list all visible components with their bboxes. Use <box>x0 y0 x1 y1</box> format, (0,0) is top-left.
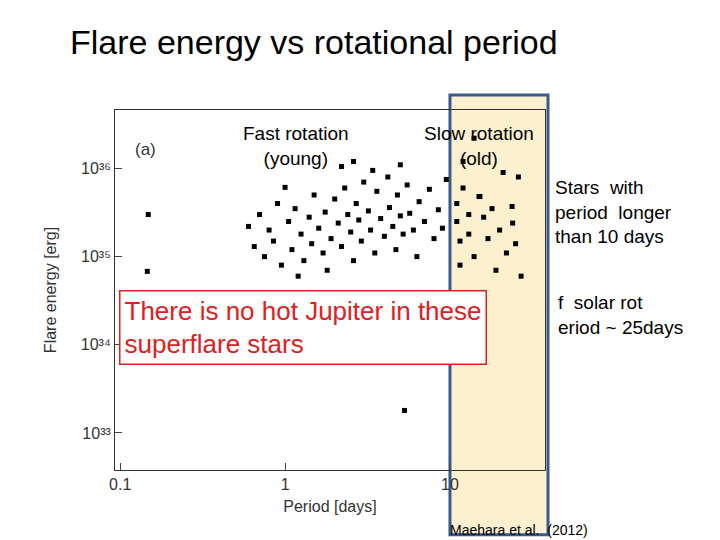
svg-text:10³³: 10³³ <box>82 425 111 442</box>
svg-text:(a): (a) <box>135 140 156 159</box>
svg-text:10³⁶: 10³⁶ <box>81 160 111 177</box>
svg-text:0.1: 0.1 <box>109 476 131 493</box>
svg-text:f solar roteriod ~ 25days: f solar roteriod ~ 25days <box>558 292 683 338</box>
svg-text:Period [days]: Period [days] <box>283 498 376 515</box>
svg-text:10: 10 <box>441 476 459 493</box>
svg-text:10³⁵: 10³⁵ <box>81 248 111 265</box>
svg-text:Flare energy vs rotational per: Flare energy vs rotational period <box>70 23 558 61</box>
svg-text:Maehara et al. (2012): Maehara et al. (2012) <box>450 522 588 538</box>
svg-text:There is no hot Jupiter in the: There is no hot Jupiter in thesesuperfla… <box>125 296 482 360</box>
svg-text:Fast rotation(young): Fast rotation(young) <box>243 123 349 169</box>
svg-text:Stars withperiod longerthan: Stars withperiod longerthan 10 days <box>555 177 672 247</box>
svg-text:1: 1 <box>281 476 290 493</box>
svg-text:10³⁴: 10³⁴ <box>81 336 111 353</box>
svg-text:Flare energy [erg]: Flare energy [erg] <box>42 227 59 353</box>
svg-text:Slow rotation(old): Slow rotation(old) <box>424 123 534 169</box>
